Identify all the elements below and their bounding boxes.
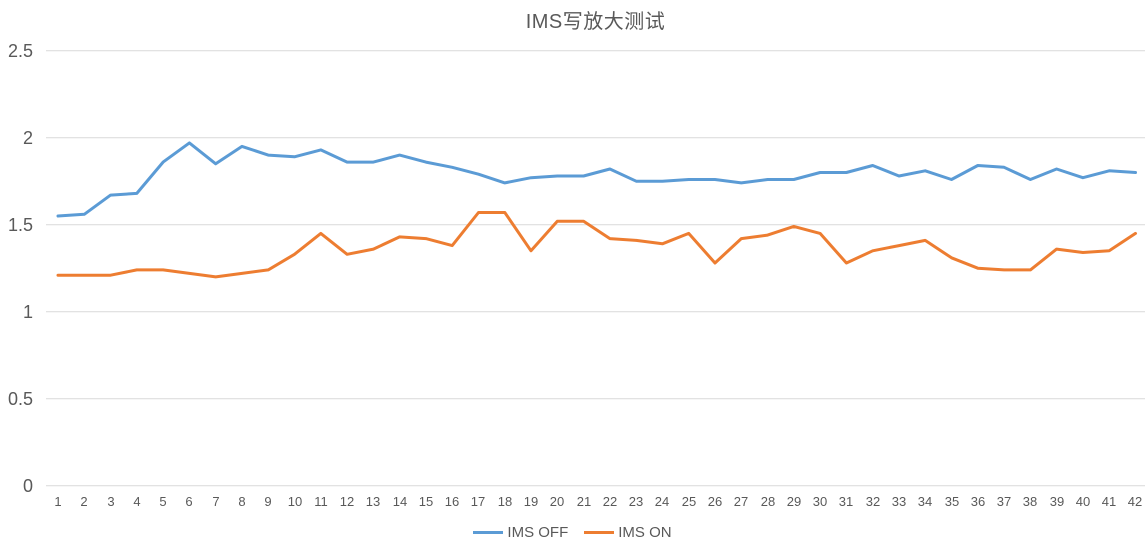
y-axis-label: 2.5 <box>7 41 33 61</box>
x-axis-label: 34 <box>917 494 933 509</box>
x-axis-label: 16 <box>444 494 460 509</box>
x-axis-label: 40 <box>1075 494 1091 509</box>
x-axis-label: 33 <box>891 494 907 509</box>
legend-line-swatch-blue <box>473 530 504 534</box>
y-axis-label: 2 <box>22 128 33 148</box>
x-axis-label: 21 <box>576 494 592 509</box>
x-axis-label: 18 <box>497 494 513 509</box>
x-axis-label: 14 <box>392 494 408 509</box>
chart-legend: IMS OFF IMS ON <box>0 522 1145 542</box>
x-axis-label: 19 <box>523 494 539 509</box>
x-axis-label: 31 <box>838 494 854 509</box>
x-axis-label: 2 <box>80 494 88 509</box>
y-axis-label: 1.5 <box>7 215 33 235</box>
x-axis-label: 41 <box>1101 494 1117 509</box>
x-axis-label: 27 <box>733 494 749 509</box>
series-line-ims-off <box>56 141 1137 218</box>
x-axis-label: 20 <box>549 494 565 509</box>
x-axis-label: 6 <box>185 494 193 509</box>
x-axis-label: 13 <box>365 494 381 509</box>
x-axis-label: 30 <box>812 494 828 509</box>
x-axis-label: 11 <box>314 494 328 509</box>
x-axis-label: 5 <box>159 494 167 509</box>
x-axis-label: 15 <box>418 494 434 509</box>
legend-item-ims-off: IMS OFF <box>473 524 568 541</box>
x-axis-label: 22 <box>602 494 618 509</box>
x-axis-label: 17 <box>470 494 486 509</box>
x-axis-label: 38 <box>1022 494 1038 509</box>
x-axis-label: 1 <box>54 494 62 509</box>
x-axis-label: 4 <box>133 494 141 509</box>
x-axis-label: 26 <box>707 494 723 509</box>
y-axis-label: 1 <box>22 302 33 322</box>
x-axis-label: 3 <box>107 494 115 509</box>
x-axis-label: 36 <box>970 494 986 509</box>
legend-item-ims-on: IMS ON <box>584 523 672 541</box>
x-axis-label: 9 <box>264 494 272 509</box>
y-axis-label: 0.5 <box>7 389 33 409</box>
x-axis-label: 12 <box>339 494 355 509</box>
x-axis-label: 32 <box>865 494 881 509</box>
x-axis-label: 8 <box>238 494 246 509</box>
x-axis-label: 29 <box>786 494 802 509</box>
x-axis-label: 24 <box>654 494 670 509</box>
x-axis-label: 37 <box>996 494 1012 509</box>
legend-line-swatch-orange <box>584 530 615 534</box>
series-line-ims-on <box>56 211 1137 279</box>
x-axis-label: 28 <box>760 494 776 509</box>
x-axis-label: 42 <box>1127 494 1143 509</box>
x-axis-label: 35 <box>944 494 960 509</box>
chart-title: IMS写放大测试 <box>525 11 666 33</box>
legend-label-ims-off: IMS OFF <box>507 523 569 541</box>
y-axis-label: 0 <box>22 476 33 496</box>
x-axis-label: 23 <box>628 494 644 509</box>
x-axis-label: 10 <box>287 494 303 509</box>
x-axis-label: 39 <box>1049 494 1065 509</box>
legend-label-ims-on: IMS ON <box>618 523 672 541</box>
x-axis-label: 25 <box>681 494 697 509</box>
x-axis-label: 7 <box>212 494 220 509</box>
